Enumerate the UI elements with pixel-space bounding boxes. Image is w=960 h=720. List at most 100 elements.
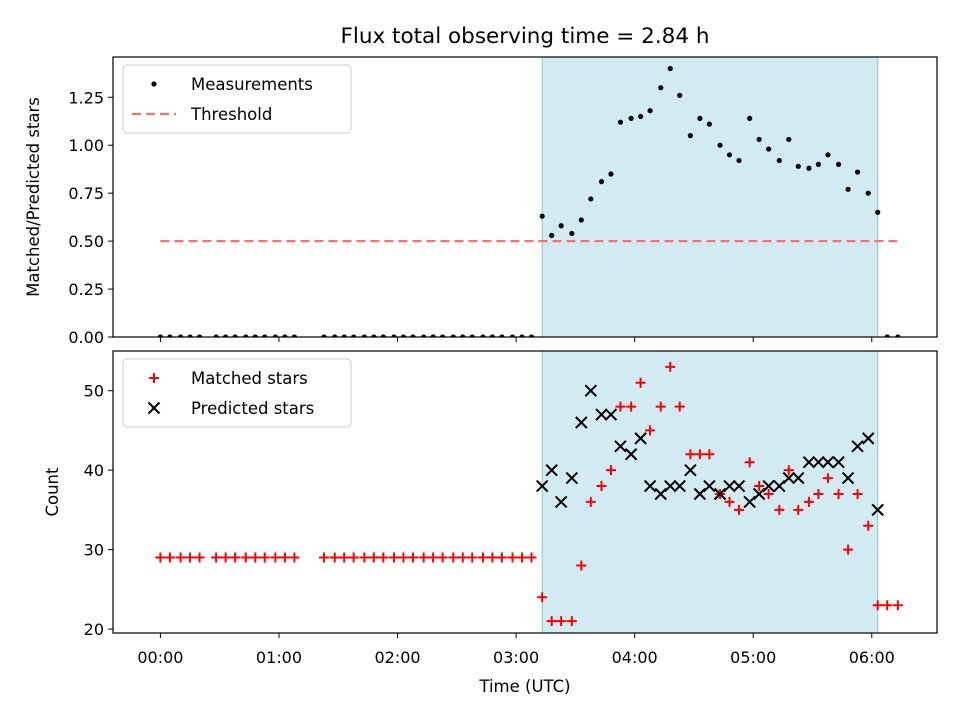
series-measurements-point <box>825 152 831 158</box>
series-matched-stars-point <box>526 552 537 563</box>
series-matched-stars-point <box>448 552 459 563</box>
series-measurements-point <box>776 157 782 164</box>
series-measurements-point <box>371 334 377 337</box>
series-predicted-stars-point <box>802 456 816 469</box>
series-measurements-point <box>608 171 614 177</box>
series-measurements-point <box>747 115 753 121</box>
legend-marker <box>147 401 161 415</box>
series-matched-stars-point <box>359 552 370 563</box>
series-matched-stars-point <box>398 552 409 563</box>
series-measurements-point <box>469 334 475 337</box>
series-measurements-point <box>895 334 901 337</box>
series-measurements-point <box>786 136 792 143</box>
series-matched-stars-point <box>674 401 685 412</box>
series-matched-stars-point <box>418 552 429 563</box>
series-measurements-point <box>558 223 564 229</box>
legend-label: Matched stars <box>191 369 308 388</box>
series-matched-stars-point <box>270 552 281 563</box>
legend-entry-measurements: Measurements <box>151 75 313 94</box>
legend-entry-threshold: Threshold <box>132 105 272 124</box>
series-matched-stars-point <box>813 488 824 499</box>
series-predicted-stars-point <box>654 487 667 501</box>
series-matched-stars-point <box>537 592 548 603</box>
series-matched-stars-point <box>892 600 903 611</box>
legend-marker <box>151 81 157 87</box>
series-matched-stars-point <box>724 496 735 507</box>
series-measurements-point <box>243 334 249 337</box>
series-measurements-point <box>766 146 772 152</box>
series-measurements-point <box>806 165 812 171</box>
series-matched-stars-point <box>175 552 186 563</box>
series-matched-stars-point <box>428 552 439 563</box>
x-tick-label: 06:00 <box>849 648 895 667</box>
series-predicted-stars-point <box>832 456 845 469</box>
series-measurements-point <box>598 179 605 185</box>
y-tick-label: 0.25 <box>68 280 104 299</box>
series-matched-stars-point <box>546 616 557 627</box>
x-axis-label: Time (UTC) <box>478 677 570 696</box>
series-measurements-point <box>177 334 184 337</box>
series-measurements-point <box>440 334 446 337</box>
series-matched-stars-point <box>615 401 626 412</box>
series-measurements-point <box>157 334 164 337</box>
series-matched-stars-point <box>694 449 705 460</box>
series-measurements-point <box>588 196 594 202</box>
series-measurements-point <box>480 334 486 337</box>
series-predicted-stars-point <box>752 487 766 501</box>
series-matched-stars-point <box>348 552 359 563</box>
series-matched-stars-point <box>685 449 696 460</box>
series-matched-stars-point <box>843 544 854 555</box>
plot-area <box>157 65 901 337</box>
series-matched-stars-point <box>833 488 844 499</box>
axes-frame <box>112 56 938 338</box>
series-measurements-point <box>321 334 327 337</box>
series-predicted-stars-point <box>723 479 736 493</box>
y-tick-label: 30 <box>84 541 104 560</box>
series-predicted-stars-point <box>595 408 608 421</box>
series-matched-stars-point <box>259 552 270 563</box>
series-measurements-point <box>637 113 644 120</box>
chart-title: Flux total observing time = 2.84 h <box>341 24 710 49</box>
legend-label: Measurements <box>191 75 313 94</box>
series-matched-stars-point <box>496 552 507 563</box>
series-predicted-stars-point <box>535 479 549 493</box>
series-measurements-point <box>687 133 693 139</box>
series-measurements-point <box>706 121 712 127</box>
series-matched-stars-point <box>744 457 755 468</box>
series-predicted-stars-point <box>604 408 618 421</box>
x-tick-label: 00:00 <box>137 648 183 667</box>
y-tick-label: 1.25 <box>68 88 104 107</box>
legend-entry-matched-stars: Matched stars <box>149 369 308 388</box>
x-tick-label: 05:00 <box>730 648 776 667</box>
series-measurements-point <box>489 334 495 337</box>
series-matched-stars-point <box>220 552 231 563</box>
series-measurements-point <box>351 334 357 337</box>
series-matched-stars-point <box>783 465 794 476</box>
series-predicted-stars-point <box>792 471 805 485</box>
legend: Measurements Threshold <box>122 64 352 134</box>
series-predicted-stars-point <box>851 440 864 453</box>
series-predicted-stars-point <box>575 416 588 429</box>
series-measurements-point <box>875 209 881 215</box>
series-matched-stars-point <box>704 449 715 460</box>
series-measurements-point <box>549 232 555 238</box>
series-matched-stars-point <box>164 552 175 563</box>
series-measurements-point <box>519 334 525 337</box>
series-measurements-point <box>628 115 634 121</box>
series-predicted-stars-point <box>643 479 657 493</box>
series-measurements-point <box>717 142 723 148</box>
series-measurements-point <box>815 161 822 167</box>
series-measurements-point <box>400 334 407 337</box>
x-tick-label: 03:00 <box>493 648 539 667</box>
series-matched-stars-point <box>339 552 350 563</box>
series-matched-stars-point <box>882 600 893 611</box>
series-matched-stars-point <box>240 552 251 563</box>
series-measurements-point <box>697 115 703 121</box>
x-tick-label: 01:00 <box>256 648 302 667</box>
series-measurements-point <box>391 334 397 337</box>
series-matched-stars-point <box>279 552 290 563</box>
series-measurements-point <box>450 334 456 337</box>
series-measurements-point <box>865 190 871 196</box>
series-predicted-stars-point <box>862 432 875 445</box>
